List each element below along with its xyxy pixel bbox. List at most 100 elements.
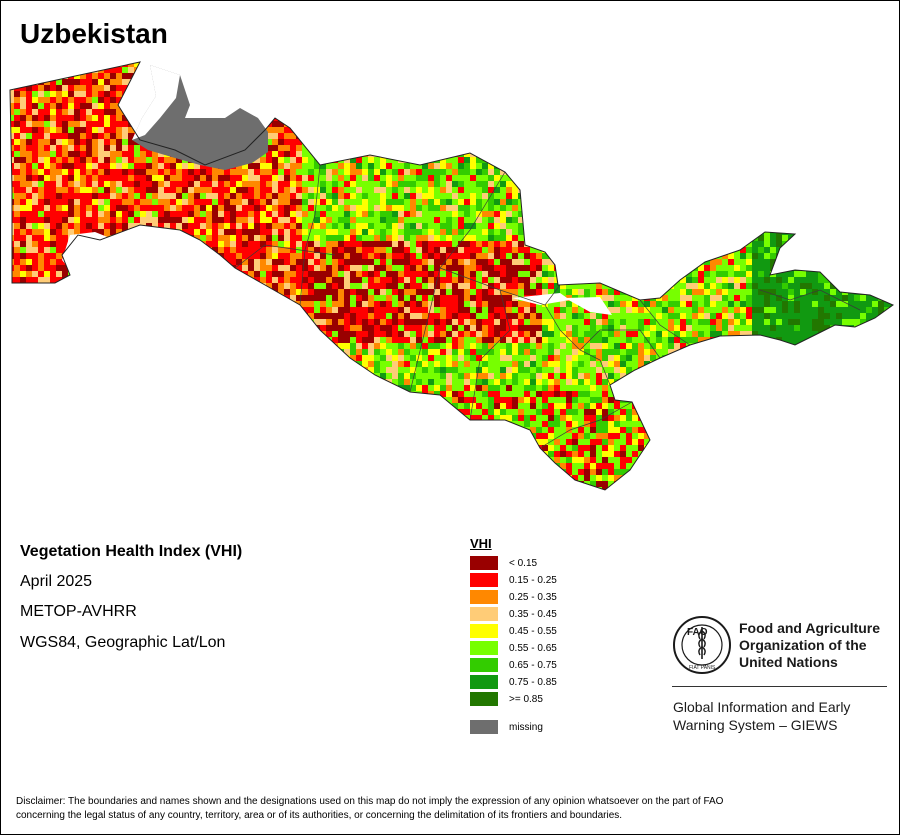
raster-cell xyxy=(158,62,164,67)
raster-cell xyxy=(10,169,14,175)
raster-cell xyxy=(602,55,608,61)
raster-cell xyxy=(38,247,44,253)
raster-cell xyxy=(866,55,872,61)
raster-cell xyxy=(56,55,62,61)
raster-cell xyxy=(362,247,368,253)
raster-cell xyxy=(50,62,56,67)
raster-cell xyxy=(716,163,722,169)
raster-cell xyxy=(368,247,374,253)
raster-cell xyxy=(752,121,758,127)
raster-cell xyxy=(452,157,458,163)
raster-cell xyxy=(206,67,212,73)
raster-cell xyxy=(632,67,638,73)
raster-cell xyxy=(788,241,794,247)
raster-cell xyxy=(620,247,626,253)
raster-cell xyxy=(506,139,512,145)
raster-cell xyxy=(428,181,434,187)
raster-cell xyxy=(152,253,158,259)
raster-cell xyxy=(698,145,704,151)
raster-cell xyxy=(854,62,860,67)
raster-cell xyxy=(896,139,900,145)
raster-cell xyxy=(482,151,488,157)
raster-cell xyxy=(362,175,368,181)
raster-cell xyxy=(524,97,530,103)
raster-cell xyxy=(176,62,182,67)
raster-cell xyxy=(362,235,368,241)
raster-cell xyxy=(554,247,560,253)
raster-cell xyxy=(740,109,746,115)
raster-cell xyxy=(596,175,602,181)
raster-cell xyxy=(692,211,698,217)
raster-cell xyxy=(404,121,410,127)
raster-cell xyxy=(284,127,290,133)
raster-cell xyxy=(884,109,890,115)
raster-cell xyxy=(506,62,512,67)
raster-cell xyxy=(722,62,728,67)
raster-cell xyxy=(524,181,530,187)
raster-cell xyxy=(356,79,362,85)
raster-cell xyxy=(38,229,44,235)
raster-cell xyxy=(722,241,728,247)
raster-cell xyxy=(362,62,368,67)
raster-cell xyxy=(686,175,692,181)
raster-cell xyxy=(842,127,848,133)
raster-cell xyxy=(200,103,206,109)
raster-cell xyxy=(818,67,824,73)
raster-cell xyxy=(848,85,854,91)
raster-cell xyxy=(152,199,158,205)
raster-cell xyxy=(890,199,893,205)
raster-cell xyxy=(14,73,20,79)
raster-cell xyxy=(314,151,320,157)
raster-cell xyxy=(842,85,848,91)
raster-cell xyxy=(530,163,536,169)
raster-cell xyxy=(644,235,650,241)
raster-cell xyxy=(842,175,848,181)
raster-cell xyxy=(620,175,626,181)
raster-cell xyxy=(848,127,854,133)
raster-cell xyxy=(476,199,482,205)
raster-cell xyxy=(626,97,632,103)
raster-cell xyxy=(296,62,302,67)
raster-cell xyxy=(242,199,248,205)
raster-cell xyxy=(614,139,620,145)
raster-cell xyxy=(110,67,116,73)
raster-cell xyxy=(380,235,386,241)
raster-cell xyxy=(56,62,62,67)
raster-cell xyxy=(332,91,338,97)
raster-cell xyxy=(896,61,900,67)
raster-cell xyxy=(884,62,890,67)
raster-cell xyxy=(488,85,494,91)
raster-cell xyxy=(80,115,86,121)
raster-cell xyxy=(554,229,560,235)
raster-cell xyxy=(356,193,362,199)
raster-cell xyxy=(44,139,50,145)
raster-cell xyxy=(848,67,854,73)
raster-cell xyxy=(380,139,386,145)
raster-cell xyxy=(272,121,278,127)
raster-cell xyxy=(14,223,20,229)
raster-cell xyxy=(884,229,890,235)
raster-cell xyxy=(224,241,230,247)
raster-cell xyxy=(854,67,860,73)
raster-cell xyxy=(752,127,758,133)
raster-cell xyxy=(602,67,608,73)
raster-cell xyxy=(524,169,530,175)
raster-cell xyxy=(416,229,422,235)
raster-cell xyxy=(20,73,26,79)
raster-cell xyxy=(890,139,893,145)
raster-cell xyxy=(458,79,464,85)
raster-cell xyxy=(596,151,602,157)
raster-cell xyxy=(842,91,848,97)
raster-cell xyxy=(644,133,650,139)
raster-cell xyxy=(686,97,692,103)
raster-cell xyxy=(140,67,146,73)
raster-cell xyxy=(494,199,500,205)
raster-cell xyxy=(770,103,776,109)
raster-cell xyxy=(560,217,566,223)
raster-cell xyxy=(386,211,392,217)
raster-cell xyxy=(404,62,410,67)
raster-cell xyxy=(128,169,134,175)
raster-cell xyxy=(506,73,512,79)
raster-cell xyxy=(884,133,890,139)
raster-cell xyxy=(374,157,380,163)
